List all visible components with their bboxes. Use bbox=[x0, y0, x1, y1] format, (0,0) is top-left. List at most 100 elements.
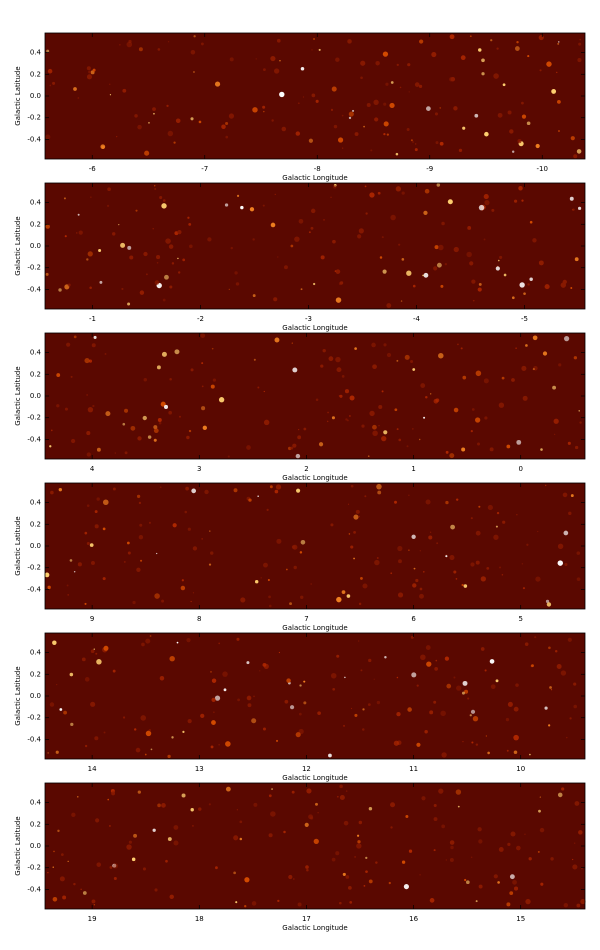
emission-blob bbox=[435, 659, 438, 662]
emission-blob bbox=[477, 442, 480, 446]
emission-blob bbox=[91, 899, 96, 904]
emission-blob bbox=[348, 886, 352, 890]
emission-blob bbox=[538, 809, 541, 813]
emission-blob bbox=[163, 404, 169, 409]
emission-blob bbox=[446, 683, 452, 689]
emission-blob bbox=[333, 124, 338, 129]
emission-blob bbox=[320, 364, 324, 368]
emission-blob bbox=[562, 492, 568, 498]
y-tick-label: 0.4 bbox=[30, 349, 42, 357]
emission-blob bbox=[260, 577, 262, 579]
emission-blob bbox=[187, 527, 191, 531]
emission-blob bbox=[366, 102, 371, 107]
emission-blob bbox=[557, 99, 561, 104]
emission-blob bbox=[152, 228, 154, 230]
emission-blob bbox=[225, 786, 231, 792]
emission-blob bbox=[421, 796, 426, 801]
emission-blob bbox=[103, 731, 106, 734]
emission-blob bbox=[291, 545, 296, 549]
emission-blob bbox=[191, 488, 197, 494]
emission-blob bbox=[393, 740, 400, 746]
emission-blob bbox=[390, 81, 394, 84]
emission-blob bbox=[73, 87, 77, 91]
emission-blob bbox=[291, 790, 295, 794]
emission-blob bbox=[263, 562, 268, 568]
emission-blob bbox=[317, 711, 321, 716]
emission-blob bbox=[126, 844, 132, 850]
emission-blob bbox=[300, 595, 304, 599]
emission-blob bbox=[249, 207, 255, 212]
emission-blob bbox=[162, 298, 166, 302]
emission-blob bbox=[167, 130, 174, 137]
emission-blob bbox=[455, 498, 459, 501]
emission-blob bbox=[77, 796, 79, 798]
emission-blob bbox=[471, 741, 474, 744]
emission-blob bbox=[298, 429, 300, 431]
emission-blob bbox=[246, 661, 250, 665]
emission-blob bbox=[398, 559, 402, 564]
emission-blob bbox=[47, 585, 51, 590]
emission-blob bbox=[200, 42, 204, 46]
emission-blob bbox=[419, 550, 421, 552]
emission-blob bbox=[297, 902, 302, 907]
emission-blob bbox=[396, 711, 401, 717]
emission-blob bbox=[190, 808, 194, 812]
y-tick-label: 0.4 bbox=[30, 499, 42, 507]
emission-blob bbox=[550, 689, 553, 691]
emission-blob bbox=[383, 121, 389, 127]
emission-blob bbox=[270, 811, 276, 817]
emission-blob bbox=[277, 256, 279, 258]
emission-blob bbox=[548, 724, 551, 727]
emission-blob bbox=[396, 63, 399, 66]
emission-blob bbox=[114, 452, 116, 454]
emission-blob bbox=[570, 287, 573, 290]
emission-blob bbox=[286, 568, 288, 571]
emission-blob bbox=[440, 284, 444, 288]
emission-blob bbox=[495, 266, 500, 271]
emission-blob bbox=[77, 562, 82, 567]
emission-blob bbox=[143, 251, 148, 257]
emission-blob bbox=[184, 510, 188, 514]
emission-blob bbox=[124, 451, 128, 455]
emission-blob bbox=[157, 48, 161, 51]
emission-blob bbox=[109, 825, 111, 827]
emission-blob bbox=[173, 840, 179, 846]
emission-blob bbox=[464, 878, 467, 882]
emission-blob bbox=[495, 525, 498, 528]
emission-blob bbox=[138, 501, 142, 505]
emission-blob bbox=[198, 807, 202, 811]
emission-blob bbox=[156, 255, 161, 260]
emission-blob bbox=[306, 868, 309, 872]
emission-blob bbox=[161, 803, 166, 808]
emission-blob bbox=[339, 784, 343, 789]
emission-blob bbox=[127, 245, 132, 250]
emission-blob bbox=[538, 260, 544, 266]
emission-blob bbox=[367, 703, 371, 707]
emission-blob bbox=[345, 875, 350, 879]
emission-blob bbox=[251, 901, 257, 906]
emission-blob bbox=[403, 884, 409, 890]
emission-blob bbox=[466, 880, 470, 885]
emission-blob bbox=[501, 376, 505, 380]
emission-blob bbox=[348, 111, 354, 117]
emission-blob bbox=[563, 903, 569, 908]
emission-blob bbox=[89, 543, 94, 547]
y-tick-label: 0.2 bbox=[30, 520, 41, 528]
emission-blob bbox=[296, 488, 301, 493]
emission-blob bbox=[94, 524, 99, 529]
emission-blob bbox=[310, 583, 312, 585]
emission-blob bbox=[152, 107, 156, 112]
emission-blob bbox=[274, 489, 279, 494]
emission-blob bbox=[177, 230, 182, 235]
emission-blob bbox=[445, 555, 448, 558]
emission-blob bbox=[502, 520, 506, 524]
emission-blob bbox=[223, 688, 227, 692]
emission-blob bbox=[89, 286, 92, 290]
emission-blob bbox=[412, 141, 414, 143]
emission-blob bbox=[276, 538, 282, 544]
emission-blob bbox=[509, 874, 515, 880]
emission-blob bbox=[474, 113, 479, 118]
emission-blob bbox=[279, 91, 285, 98]
emission-blob bbox=[338, 282, 343, 286]
emission-blob bbox=[120, 242, 126, 248]
